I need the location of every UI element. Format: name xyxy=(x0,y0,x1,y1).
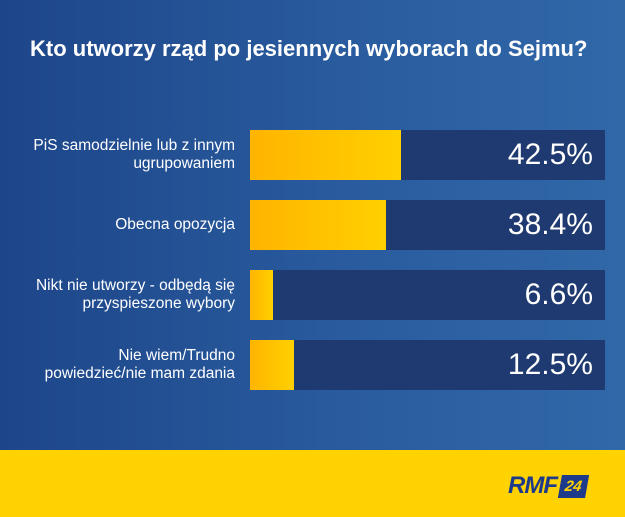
bar-row: Obecna opozycja 38.4% xyxy=(0,200,625,250)
bar-row: Nikt nie utworzy - odbędą się przyspiesz… xyxy=(0,270,625,320)
bar-track: 42.5% xyxy=(250,130,605,180)
logo-badge: 24 xyxy=(557,474,589,498)
category-label: PiS samodzielnie lub z innym ugrupowanie… xyxy=(33,137,235,172)
value-label: 12.5% xyxy=(507,348,593,381)
bar xyxy=(250,200,387,250)
bar xyxy=(250,340,295,390)
category-label: Obecna opozycja xyxy=(115,216,235,233)
rmf24-logo: RMF 24 xyxy=(508,472,589,500)
bar-track: 38.4% xyxy=(250,200,605,250)
chart-title: Kto utworzy rząd po jesiennych wyborach … xyxy=(30,36,588,61)
chart-panel: Kto utworzy rząd po jesiennych wyborach … xyxy=(0,0,625,450)
footer: RMF 24 xyxy=(0,450,625,517)
bar-track: 6.6% xyxy=(250,270,605,320)
bar xyxy=(250,270,274,320)
bar-row: PiS samodzielnie lub z innym ugrupowanie… xyxy=(0,130,625,180)
bar-row: Nie wiem/Trudno powiedzieć/nie mam zdani… xyxy=(0,340,625,390)
category-label: Nikt nie utworzy - odbędą się przyspiesz… xyxy=(35,277,235,312)
value-label: 42.5% xyxy=(507,138,593,171)
value-label: 6.6% xyxy=(524,278,593,311)
logo-text: RMF xyxy=(508,472,558,499)
value-label: 38.4% xyxy=(507,208,593,241)
bar xyxy=(250,130,401,180)
bar-track: 12.5% xyxy=(250,340,605,390)
category-label: Nie wiem/Trudno powiedzieć/nie mam zdani… xyxy=(44,347,235,382)
